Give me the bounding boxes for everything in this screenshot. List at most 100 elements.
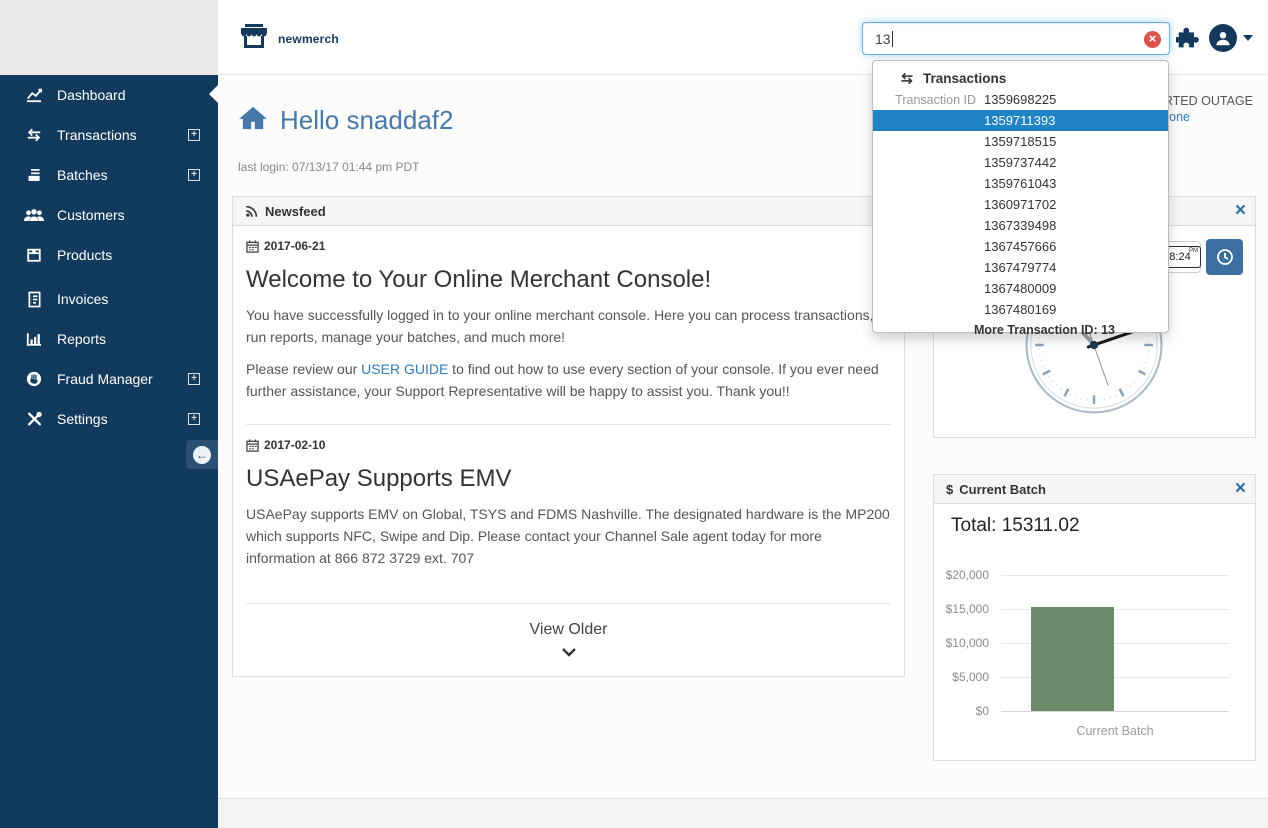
suggestion-row[interactable]: 1359761043 (873, 173, 1168, 194)
sidebar-collapse-button[interactable]: ← (186, 440, 218, 469)
batch-bar (1031, 607, 1114, 711)
chevron-down-icon (561, 648, 576, 657)
user-menu-caret-icon[interactable] (1243, 35, 1253, 41)
sidebar-item-label: Transactions (57, 127, 137, 143)
y-tick: $5,000 (952, 670, 989, 684)
sidebar-item-batches[interactable]: Batches + (0, 155, 218, 195)
clear-search-icon[interactable]: × (1144, 31, 1161, 48)
sidebar-item-settings[interactable]: Settings + (0, 399, 218, 439)
expand-plus-icon[interactable]: + (188, 413, 200, 425)
topleft-block (0, 0, 218, 75)
brand-logo[interactable]: newmerch (238, 21, 339, 56)
sidebar-item-fraud-manager[interactable]: Fraud Manager + (0, 359, 218, 399)
reports-icon (24, 332, 44, 347)
entry-date: 2017-06-21 (264, 239, 326, 253)
y-tick: $10,000 (945, 636, 989, 650)
customers-icon (24, 208, 44, 223)
transaction-id: 1359718515 (984, 134, 1057, 149)
storefront-icon (238, 21, 270, 56)
collapse-arrow-icon: ← (193, 445, 211, 464)
newsfeed-title: Newsfeed (265, 203, 326, 219)
top-header: newmerch 13 × (218, 0, 1268, 75)
search-input-value: 13 (875, 30, 891, 47)
digital-time: 8:24 (1169, 251, 1191, 263)
dropdown-section-header: Transactions (873, 67, 1168, 89)
newsfeed-header: Newsfeed (233, 197, 904, 226)
sidebar-item-invoices[interactable]: Invoices (0, 279, 218, 319)
expand-plus-icon[interactable]: + (188, 169, 200, 181)
suggestion-row[interactable]: 1367479774 (873, 257, 1168, 278)
transaction-id: 1367480169 (984, 302, 1057, 317)
entry-title: USAePay Supports EMV (246, 465, 512, 492)
y-tick: $15,000 (945, 602, 989, 616)
expand-plus-icon[interactable]: + (188, 373, 200, 385)
suggestion-row[interactable]: 1367480169 (873, 299, 1168, 320)
transaction-id: 1359698225 (984, 92, 1057, 107)
transaction-id: 1359761043 (984, 176, 1057, 191)
clock-icon (1216, 249, 1233, 265)
active-nav-marker (209, 85, 218, 103)
user-avatar-icon[interactable] (1209, 24, 1237, 52)
more-results-row[interactable]: More Transaction ID: 13 (973, 323, 1115, 337)
apps-puzzle-icon[interactable] (1175, 26, 1200, 55)
transactions-icon (24, 127, 44, 143)
transaction-id: 1359737442 (984, 155, 1057, 170)
user-guide-link[interactable]: USER GUIDE (361, 361, 449, 377)
suggestion-row[interactable]: 1367457666 (873, 236, 1168, 257)
calendar-icon (246, 239, 259, 253)
greeting-row: Hello snaddaf2 (238, 105, 453, 136)
close-icon[interactable]: × (1234, 200, 1246, 221)
fraud-hand-icon (24, 371, 44, 387)
page-title: Hello snaddaf2 (280, 105, 454, 135)
digital-clock: 8:24 PM (1159, 246, 1201, 268)
expand-plus-icon[interactable]: + (188, 129, 200, 141)
suggestion-row-selected[interactable]: 1359711393 (873, 110, 1168, 131)
footer-bar (218, 798, 1268, 828)
transaction-id: 1367479774 (984, 260, 1057, 275)
entry-paragraph: You have successfully logged in to your … (246, 307, 874, 345)
search-suggestions-dropdown: Transactions Transaction ID 1359698225 1… (872, 60, 1169, 337)
sidebar-item-label: Settings (57, 411, 108, 427)
newsfeed-entry: 2017-02-10 USAePay Supports EMV USAePay … (246, 425, 891, 604)
batches-icon (24, 167, 44, 183)
suggestion-row[interactable]: Transaction ID 1359698225 (873, 89, 1168, 110)
clock-button[interactable] (1206, 239, 1243, 275)
invoices-icon (24, 291, 44, 308)
sidebar-item-customers[interactable]: Customers (0, 195, 218, 235)
suggestion-row[interactable]: 1367480009 (873, 278, 1168, 299)
transaction-id: 1367457666 (984, 239, 1057, 254)
newsfeed-entry: 2017-06-21 Welcome to Your Online Mercha… (246, 226, 891, 425)
search-input[interactable]: 13 × (862, 22, 1170, 55)
newsfeed-panel: Newsfeed 2017-06-21 Welcome to Your Onli… (232, 196, 905, 677)
last-login-text: last login: 07/13/17 01:44 pm PDT (238, 160, 420, 174)
products-icon (24, 247, 44, 263)
settings-tools-icon (24, 411, 44, 427)
view-older-label: View Older (529, 621, 608, 638)
current-batch-panel: $ Current Batch × Total: 15311.02 $20,00… (933, 474, 1256, 761)
newsfeed-body: 2017-06-21 Welcome to Your Online Mercha… (233, 226, 904, 676)
suggestion-row[interactable]: 1359718515 (873, 131, 1168, 152)
current-batch-header: $ Current Batch × (934, 475, 1255, 504)
sidebar-item-transactions[interactable]: Transactions + (0, 115, 218, 155)
home-icon (238, 105, 268, 136)
dollar-icon: $ (946, 481, 954, 497)
current-batch-title: Current Batch (959, 481, 1046, 497)
sidebar-item-label: Fraud Manager (57, 371, 153, 387)
sidebar-item-label: Reports (57, 331, 107, 347)
transaction-id: 1367339498 (984, 218, 1057, 233)
suggestion-row[interactable]: 1359737442 (873, 152, 1168, 173)
sidebar-item-products[interactable]: Products (0, 235, 218, 275)
close-icon[interactable]: × (1234, 478, 1246, 499)
sidebar-item-label: Dashboard (57, 87, 126, 103)
x-axis-label: Current Batch (1076, 724, 1154, 738)
y-tick: $0 (975, 704, 989, 718)
digital-meridiem: PM (1189, 248, 1198, 254)
sidebar-item-dashboard[interactable]: Dashboard (0, 75, 218, 115)
entry-paragraph: Please review our USER GUIDE to find out… (246, 358, 891, 402)
sidebar-item-reports[interactable]: Reports (0, 319, 218, 359)
view-older-button[interactable]: View Older (246, 604, 891, 676)
rss-icon (245, 205, 258, 218)
paragraph-text: to find out how to use every section of … (246, 361, 879, 399)
suggestion-row[interactable]: 1360971702 (873, 194, 1168, 215)
suggestion-row[interactable]: 1367339498 (873, 215, 1168, 236)
